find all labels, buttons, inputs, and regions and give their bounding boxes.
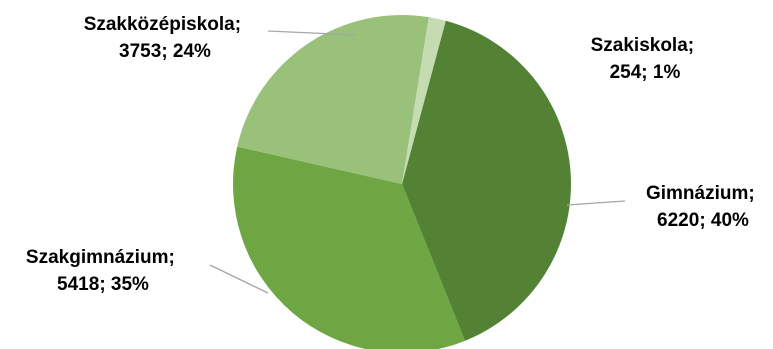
leader-line-gimnazium	[566, 200, 626, 206]
leader-line-szakkozepiskola	[267, 30, 357, 36]
pie-slice-szakkozepiskola	[237, 14, 429, 184]
pie-slice-szakiskola	[402, 17, 446, 185]
leader-lines	[209, 30, 626, 294]
leader-line-szakgimnazium	[209, 264, 269, 294]
pie-slices	[233, 14, 571, 349]
data-label-szakkozepiskola: Szakközépiskola; 3753; 24%	[84, 14, 247, 62]
pie-slice-gimnazium	[402, 20, 571, 341]
data-labels: Gimnázium; 6220; 40% Szakgimnázium; 5418…	[26, 14, 760, 295]
data-label-szakiskola: Szakiskola; 254; 1%	[591, 35, 700, 83]
data-label-gimnazium: Gimnázium; 6220; 40%	[646, 183, 760, 231]
pie-slice-szakgimnazium	[233, 146, 465, 349]
data-label-szakgimnazium: Szakgimnázium; 5418; 35%	[26, 247, 180, 295]
